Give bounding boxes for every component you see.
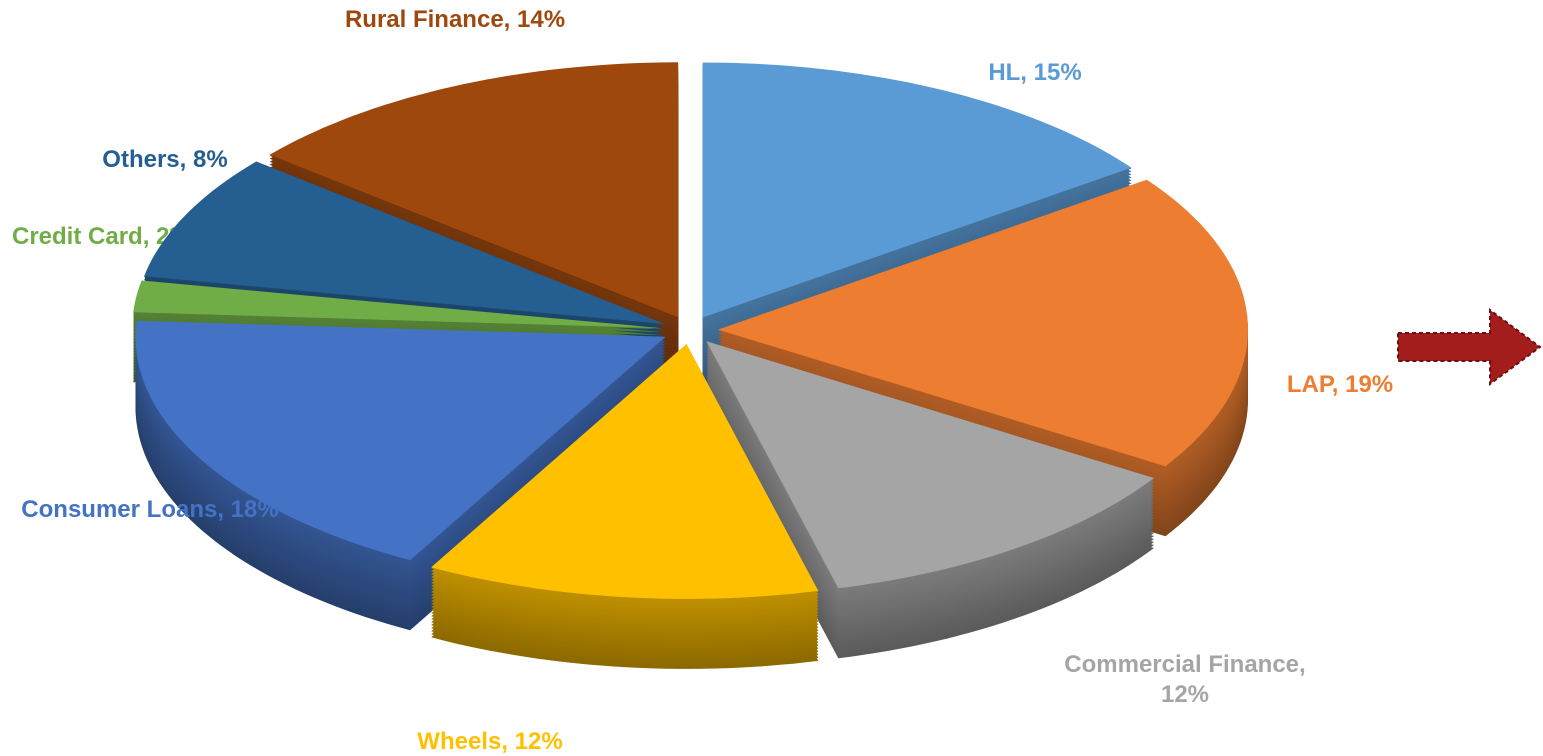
data-label: HL, 15% [988, 59, 1082, 86]
data-label: Rural Finance, 14% [344, 6, 566, 33]
arrow [1397, 308, 1542, 386]
data-label: Commercial Finance, 12% [1064, 651, 1306, 708]
slice [431, 343, 819, 599]
data-label: Others, 8% [102, 146, 228, 173]
data-label: Wheels, 12% [417, 728, 563, 755]
data-label: LAP, 19% [1286, 371, 1394, 398]
slice [718, 179, 1248, 467]
slice [144, 161, 665, 324]
data-label: Consumer Loans, 18% [21, 496, 279, 523]
slice [135, 320, 666, 561]
slice [706, 341, 1154, 589]
slice [702, 62, 1132, 318]
slice [269, 62, 679, 318]
slice [133, 280, 663, 329]
